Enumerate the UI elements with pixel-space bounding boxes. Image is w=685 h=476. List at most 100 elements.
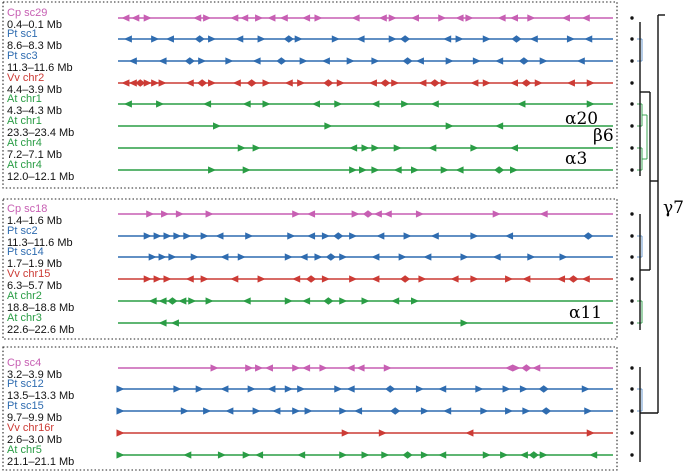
gene-arrow-forward xyxy=(292,210,301,218)
gene-arrow-forward xyxy=(299,57,308,65)
gene-arrow-reverse xyxy=(428,144,437,152)
gene-arrow-reverse xyxy=(561,14,570,22)
gene-arrow-forward xyxy=(586,79,595,87)
gene-arrow-forward xyxy=(180,407,189,415)
gene-arrow-forward xyxy=(319,364,328,372)
gene-arrow-forward xyxy=(401,100,410,108)
gene-arrow-forward xyxy=(482,451,491,459)
gene-arrow-forward xyxy=(527,253,536,261)
gene-arrow-reverse xyxy=(495,57,504,65)
gene-pair-marker xyxy=(323,297,334,305)
gene-arrow-reverse xyxy=(165,35,174,43)
gene-arrow-forward xyxy=(284,297,293,305)
gene-pair-marker xyxy=(429,79,440,87)
beta6-label: β6 xyxy=(593,126,614,146)
gene-arrow-forward xyxy=(349,166,358,174)
gene-arrow-reverse xyxy=(255,451,264,459)
gene-arrow-reverse xyxy=(123,100,132,108)
gene-pair-marker xyxy=(246,79,257,87)
gene-arrow-forward xyxy=(245,364,254,372)
gene-arrow-forward xyxy=(411,297,419,305)
gene-arrow-reverse xyxy=(376,232,385,240)
chromosome-label: At chr4 xyxy=(7,159,42,171)
gene-arrow-forward xyxy=(415,210,424,218)
gene-arrow-forward xyxy=(143,79,152,87)
gene-arrow-reverse xyxy=(371,253,380,261)
gene-arrow-forward xyxy=(262,100,271,108)
gene-arrow-forward xyxy=(445,122,454,130)
gene-arrow-reverse xyxy=(576,57,585,65)
gene-arrow-forward xyxy=(262,79,271,87)
gene-arrow-forward xyxy=(287,232,296,240)
gene-arrow-forward xyxy=(349,275,358,283)
gene-arrow-reverse xyxy=(383,210,392,218)
gene-arrow-reverse xyxy=(284,79,293,87)
gene-pair-marker xyxy=(528,451,539,459)
gene-arrow-reverse xyxy=(430,100,439,108)
gene-arrow-forward xyxy=(371,166,380,174)
gene-arrow-forward xyxy=(143,14,152,22)
gene-arrow-reverse xyxy=(252,57,261,65)
gene-arrow-forward xyxy=(505,275,514,283)
gene-arrow-forward xyxy=(470,275,479,283)
position-range-label: 1.4–1.6 Mb xyxy=(7,215,62,227)
position-range-label: 12.0–12.1 Mb xyxy=(7,171,74,183)
gene-arrow-forward xyxy=(393,144,402,152)
gene-arrow-reverse xyxy=(581,275,590,283)
gene-arrow-forward xyxy=(510,166,518,174)
gene-arrow-forward xyxy=(116,451,125,459)
chromosome-label: At chr5 xyxy=(7,444,42,456)
gene-arrow-reverse xyxy=(267,14,276,22)
gene-arrow-forward xyxy=(361,451,370,459)
gene-arrow-forward xyxy=(257,35,266,43)
gene-arrow-reverse xyxy=(267,385,276,393)
gene-arrow-forward xyxy=(163,275,172,283)
gene-arrow-reverse xyxy=(158,297,167,305)
gene-arrow-forward xyxy=(210,364,219,372)
gene-arrow-reverse xyxy=(299,253,308,261)
gene-arrow-forward xyxy=(371,144,380,152)
gene-arrow-reverse xyxy=(220,385,229,393)
gene-arrow-forward xyxy=(208,166,217,174)
gene-arrow-forward xyxy=(403,232,412,240)
gene-arrow-forward xyxy=(581,385,590,393)
gene-arrow-reverse xyxy=(465,429,474,437)
gene-arrow-forward xyxy=(255,364,264,372)
gene-arrow-reverse xyxy=(418,79,427,87)
gene-arrow-forward xyxy=(257,275,266,283)
tree-leaf-dot xyxy=(630,212,634,216)
gene-arrow-reverse xyxy=(505,232,514,240)
gene-arrow-forward xyxy=(482,79,491,87)
gene-arrow-forward xyxy=(161,210,170,218)
tree-leaf-dot xyxy=(630,81,634,85)
gene-arrow-forward xyxy=(346,57,355,65)
gene-arrow-forward xyxy=(158,79,167,87)
phylogeny-tree xyxy=(630,14,665,462)
gene-arrow-reverse xyxy=(321,57,330,65)
tree-leaf-dot xyxy=(630,102,634,106)
gene-arrow-reverse xyxy=(131,14,140,22)
gene-arrow-forward xyxy=(584,407,593,415)
gene-arrow-forward xyxy=(304,407,313,415)
gene-arrow-forward xyxy=(247,385,256,393)
position-range-label: 1.7–1.9 Mb xyxy=(7,258,62,270)
gene-pair-marker xyxy=(306,275,317,283)
chromosome-label: At chr4 xyxy=(7,137,42,149)
gene-pair-marker xyxy=(276,57,287,65)
gene-arrow-forward xyxy=(445,57,454,65)
gene-arrow-reverse xyxy=(128,57,137,65)
gene-arrow-reverse xyxy=(378,14,387,22)
gene-arrow-forward xyxy=(349,232,358,240)
gene-arrow-reverse xyxy=(589,451,598,459)
gene-arrow-forward xyxy=(482,35,491,43)
gene-arrow-reverse xyxy=(297,451,306,459)
gene-pair-marker xyxy=(402,57,413,65)
position-range-label: 22.6–22.6 Mb xyxy=(7,324,74,336)
